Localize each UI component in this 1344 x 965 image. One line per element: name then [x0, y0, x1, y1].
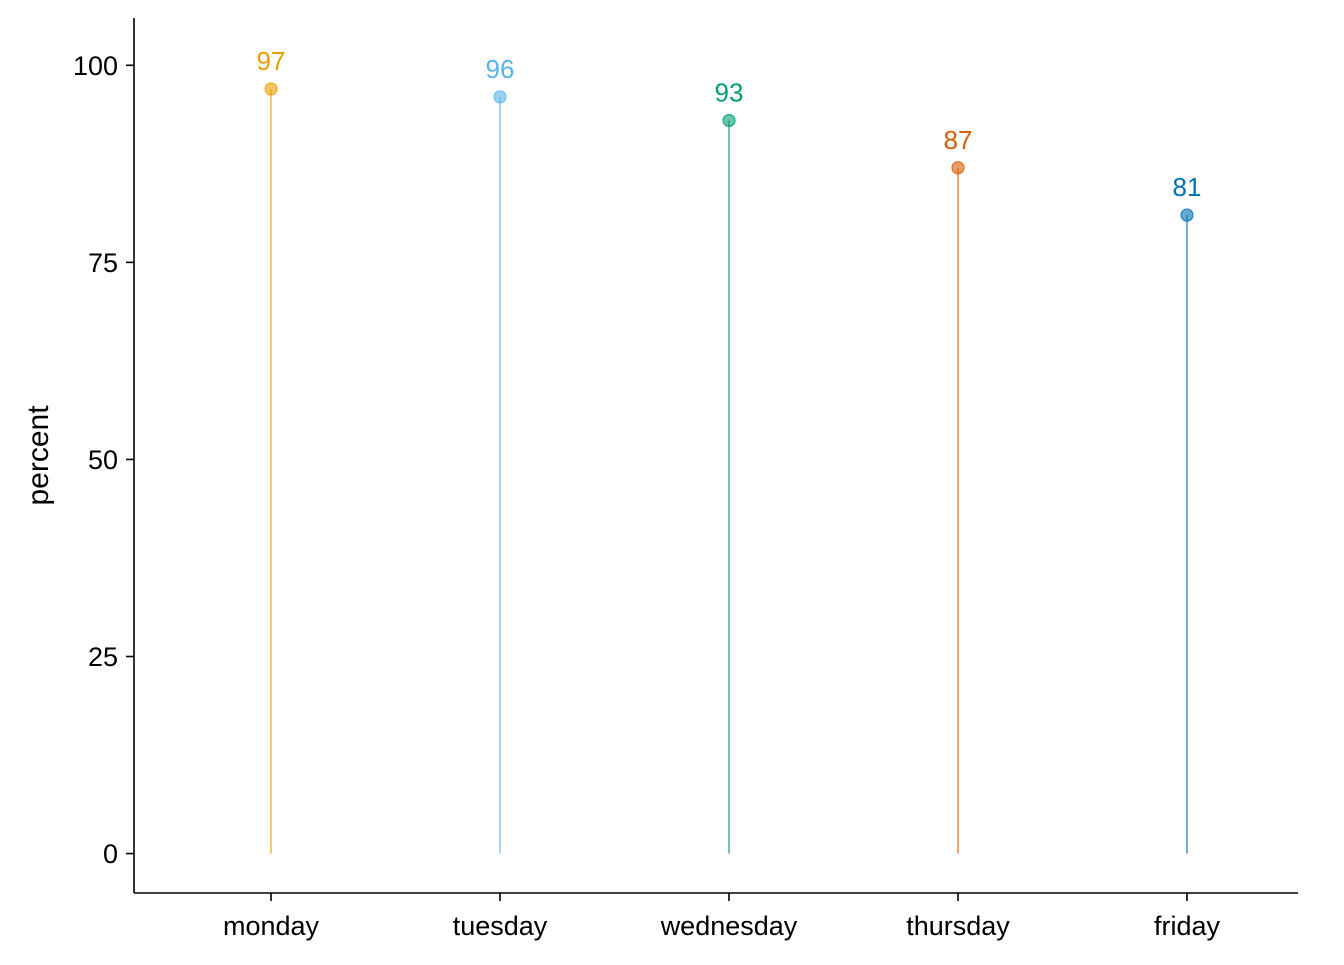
x-tick-label: friday — [1154, 911, 1221, 941]
y-tick-label: 75 — [88, 248, 118, 278]
lollipop-point — [264, 82, 278, 96]
y-tick-label: 25 — [88, 642, 118, 672]
y-tick-label: 100 — [73, 51, 118, 81]
x-tick-label: monday — [223, 911, 320, 941]
data-label: 93 — [715, 77, 744, 107]
x-tick-label: thursday — [906, 911, 1010, 941]
lollipop-point — [1180, 208, 1194, 222]
data-label: 96 — [486, 54, 515, 84]
plot-area: 97 96 93 87 81 — [257, 46, 1202, 854]
data-label: 97 — [257, 46, 286, 76]
data-label: 87 — [944, 125, 973, 155]
y-axis-title: percent — [22, 405, 55, 506]
lollipop-point — [493, 90, 507, 104]
y-axis-ticks: 0 25 50 75 100 — [73, 51, 134, 869]
x-tick-label: tuesday — [453, 911, 548, 941]
y-tick-label: 0 — [103, 839, 118, 869]
axes: 0 25 50 75 100 monday tuesday wednesday thursda… — [22, 18, 1298, 941]
lollipop-point — [951, 161, 965, 175]
y-tick-label: 50 — [88, 445, 118, 475]
lollipop-point — [722, 113, 736, 128]
x-axis-ticks: monday tuesday wednesday thursday friday — [223, 893, 1221, 941]
data-label: 81 — [1173, 172, 1202, 202]
x-tick-label: wednesday — [660, 911, 798, 941]
